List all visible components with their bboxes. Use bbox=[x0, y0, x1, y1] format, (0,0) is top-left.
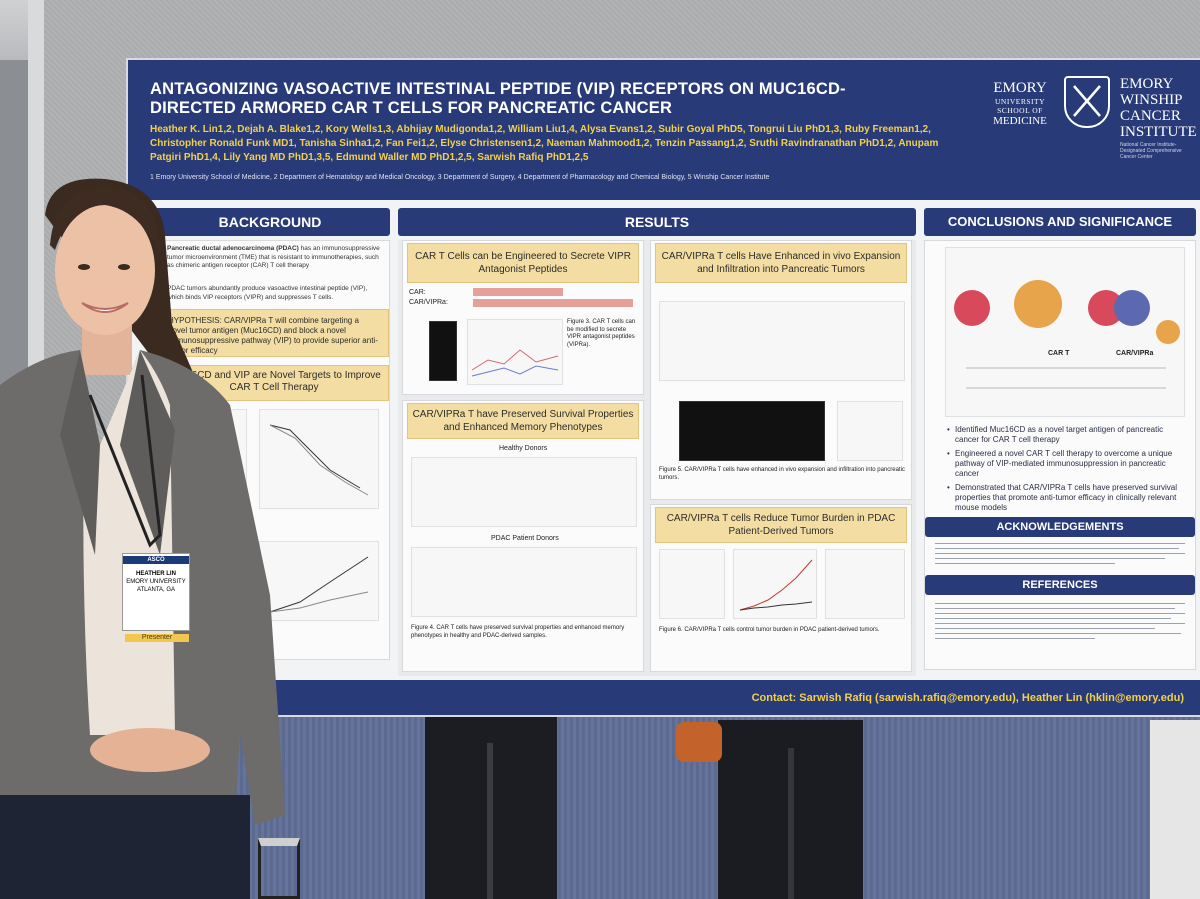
results-panel-2: CAR/VIPRa T have Preserved Survival Prop… bbox=[402, 400, 644, 672]
presenter-person: ASCO HEATHER LIN EMORY UNIVERSITY ATLANT… bbox=[0, 175, 290, 899]
background-para: has an immunosuppressive tumor microenvi… bbox=[167, 245, 380, 269]
figure-caption: Figure 6. CAR/VIPRa T cells control tumo… bbox=[659, 627, 880, 633]
background-text: Pancreatic ductal adenocarcinoma (PDAC) … bbox=[167, 245, 381, 271]
poster-title: ANTAGONIZING VASOACTIVE INTESTINAL PEPTI… bbox=[150, 80, 846, 117]
badge-conf: ASCO bbox=[123, 556, 189, 564]
tumor-photos bbox=[825, 549, 905, 619]
pdac-donors-label: PDAC Patient Donors bbox=[491, 535, 559, 542]
conclusion-bullet: Engineered a novel CAR T cell therapy to… bbox=[947, 449, 1185, 479]
tumor-microscopy bbox=[679, 401, 825, 461]
section-background-header: BACKGROUND bbox=[150, 208, 390, 236]
logo-text: INSTITUTE bbox=[1120, 124, 1197, 140]
presenter-ribbon: Presenter bbox=[125, 634, 189, 642]
construct-bar bbox=[473, 299, 633, 307]
section-acknowledgements-header: ACKNOWLEDGEMENTS bbox=[925, 517, 1195, 537]
results-panel-4: CAR/VIPRa T cells Reduce Tumor Burden in… bbox=[650, 504, 912, 672]
logo-text: WINSHIP bbox=[1120, 92, 1183, 108]
construct-car-label: CAR: bbox=[409, 289, 426, 296]
badge-name: HEATHER LIN bbox=[136, 571, 176, 577]
logo-text: EMORY bbox=[1120, 76, 1174, 92]
healthy-donor-charts bbox=[411, 457, 637, 527]
line-chart bbox=[259, 541, 379, 621]
shield-icon bbox=[1064, 76, 1110, 128]
section-results-header: RESULTS bbox=[398, 208, 916, 236]
pdac-donor-charts bbox=[411, 547, 637, 617]
results-panel: CAR T Cells can be Engineered to Secrete… bbox=[398, 240, 916, 676]
panel1-title: CAR T Cells can be Engineered to Secrete… bbox=[407, 243, 639, 283]
section-conclusions-header: CONCLUSIONS AND SIGNIFICANCE bbox=[924, 208, 1196, 236]
logo-text: UNIVERSITY bbox=[995, 97, 1045, 106]
intensity-chart bbox=[467, 319, 563, 385]
poster-affiliations: 1 Emory University School of Medicine, 2… bbox=[150, 174, 770, 181]
badge-org: EMORY UNIVERSITY bbox=[126, 579, 186, 585]
logo-text: MEDICINE bbox=[993, 115, 1047, 127]
construct-vipra-label: CAR/VIPRa: bbox=[409, 299, 448, 306]
panel4-title: CAR/VIPRa T cells Reduce Tumor Burden in… bbox=[655, 507, 907, 543]
logo-tagline: National Cancer Institute-Designated Com… bbox=[1120, 142, 1182, 160]
logo-text: SCHOOL OF bbox=[997, 106, 1043, 115]
visitor-legs bbox=[718, 720, 863, 899]
diagram-label: CAR T bbox=[1048, 350, 1070, 357]
healthy-donors-label: Healthy Donors bbox=[499, 445, 548, 452]
logo-text: EMORY bbox=[993, 80, 1047, 96]
winship-logo: EMORY WINSHIP CANCER INSTITUTE National … bbox=[1120, 76, 1198, 160]
conference-badge: ASCO HEATHER LIN EMORY UNIVERSITY ATLANT… bbox=[122, 553, 190, 642]
section-references-header: REFERENCES bbox=[925, 575, 1195, 595]
stool bbox=[258, 838, 300, 899]
research-poster: ANTAGONIZING VASOACTIVE INTESTINAL PEPTI… bbox=[128, 60, 1200, 715]
white-pillar bbox=[1150, 720, 1200, 899]
references-text bbox=[935, 603, 1185, 639]
pdx-histology bbox=[659, 549, 725, 619]
tumor-volume-chart bbox=[733, 549, 817, 619]
logo-text: CANCER bbox=[1120, 108, 1181, 124]
poster-header: ANTAGONIZING VASOACTIVE INTESTINAL PEPTI… bbox=[128, 60, 1200, 200]
infiltration-chart bbox=[837, 401, 903, 461]
diagram-label: CAR/VIPRa bbox=[1116, 350, 1154, 357]
hypothesis-box: HYPOTHESIS: CAR/VIPRa T will combine tar… bbox=[159, 309, 389, 357]
conclusion-bullet: Demonstrated that CAR/VIPRa T cells have… bbox=[947, 483, 1185, 513]
expansion-charts bbox=[659, 301, 905, 381]
survival-chart bbox=[259, 409, 379, 509]
background-para: PDAC tumors abundantly produce vasoactiv… bbox=[167, 285, 368, 301]
mechanism-diagram: CAR T CAR/VIPRa bbox=[945, 247, 1185, 417]
construct-bar bbox=[473, 288, 563, 296]
poster-authors: Heather K. Lin1,2, Dejah A. Blake1,2, Ko… bbox=[150, 124, 939, 163]
pdac-term: Pancreatic ductal adenocarcinoma (PDAC) bbox=[167, 245, 299, 252]
acknowledgements-text bbox=[935, 543, 1185, 564]
figure-caption: Figure 3. CAR T cells can be modified to… bbox=[567, 319, 636, 348]
badge-city: ATLANTA, GA bbox=[136, 587, 176, 593]
conclusions-panel: CAR T CAR/VIPRa Identified Muc16CD as a … bbox=[924, 240, 1196, 670]
results-panel-1: CAR T Cells can be Engineered to Secrete… bbox=[402, 240, 644, 395]
microscopy-image bbox=[429, 321, 457, 381]
poster-footer: Contact: Sarwish Rafiq (sarwish.rafiq@em… bbox=[128, 680, 1200, 715]
panel2-title: CAR/VIPRa T have Preserved Survival Prop… bbox=[407, 403, 639, 439]
figure-caption: Figure 5. CAR/VIPRa T cells have enhance… bbox=[659, 467, 905, 481]
orange-bag bbox=[676, 722, 722, 762]
panel3-title: CAR/VIPRa T cells Have Enhanced in vivo … bbox=[655, 243, 907, 283]
results-panel-3: CAR/VIPRa T cells Have Enhanced in vivo … bbox=[650, 240, 912, 500]
visitor-legs bbox=[425, 713, 557, 899]
emory-medicine-logo: EMORY UNIVERSITY SCHOOL OF MEDICINE bbox=[980, 80, 1060, 127]
contact-line: Contact: Sarwish Rafiq (sarwish.rafiq@em… bbox=[751, 692, 1184, 704]
conclusion-bullet: Identified Muc16CD as a novel target ant… bbox=[947, 425, 1185, 445]
figure-caption: Figure 4. CAR T cells have preserved sur… bbox=[411, 625, 625, 639]
